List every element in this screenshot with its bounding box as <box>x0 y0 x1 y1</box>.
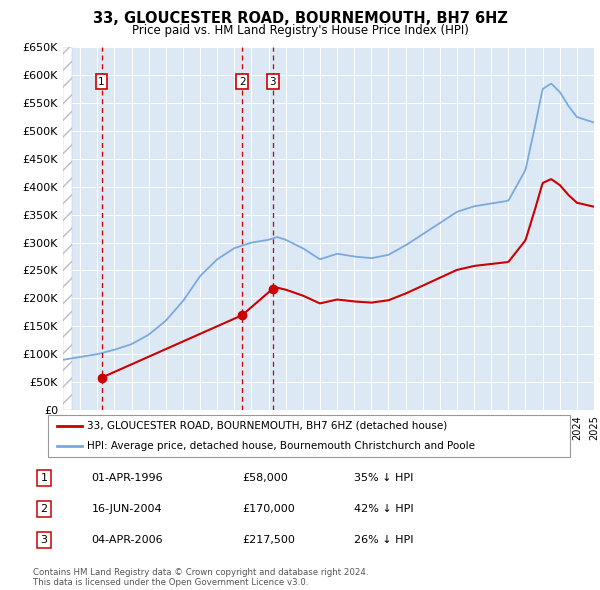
Text: 2: 2 <box>40 504 47 514</box>
Text: 3: 3 <box>269 77 276 87</box>
FancyBboxPatch shape <box>48 415 570 457</box>
Polygon shape <box>63 47 71 410</box>
Text: £170,000: £170,000 <box>242 504 295 514</box>
Text: Price paid vs. HM Land Registry's House Price Index (HPI): Price paid vs. HM Land Registry's House … <box>131 24 469 37</box>
Text: £58,000: £58,000 <box>242 473 288 483</box>
Text: Contains HM Land Registry data © Crown copyright and database right 2024.
This d: Contains HM Land Registry data © Crown c… <box>33 568 368 587</box>
Text: 2: 2 <box>239 77 245 87</box>
Text: 3: 3 <box>40 535 47 545</box>
Text: 04-APR-2006: 04-APR-2006 <box>91 535 163 545</box>
Text: £217,500: £217,500 <box>242 535 295 545</box>
Text: 33, GLOUCESTER ROAD, BOURNEMOUTH, BH7 6HZ: 33, GLOUCESTER ROAD, BOURNEMOUTH, BH7 6H… <box>92 11 508 25</box>
Text: 42% ↓ HPI: 42% ↓ HPI <box>353 504 413 514</box>
Text: 16-JUN-2004: 16-JUN-2004 <box>91 504 162 514</box>
Text: 1: 1 <box>40 473 47 483</box>
Text: 33, GLOUCESTER ROAD, BOURNEMOUTH, BH7 6HZ (detached house): 33, GLOUCESTER ROAD, BOURNEMOUTH, BH7 6H… <box>87 421 448 431</box>
Text: 26% ↓ HPI: 26% ↓ HPI <box>353 535 413 545</box>
Text: 35% ↓ HPI: 35% ↓ HPI <box>353 473 413 483</box>
Text: 1: 1 <box>98 77 105 87</box>
Text: HPI: Average price, detached house, Bournemouth Christchurch and Poole: HPI: Average price, detached house, Bour… <box>87 441 475 451</box>
Text: 01-APR-1996: 01-APR-1996 <box>91 473 163 483</box>
